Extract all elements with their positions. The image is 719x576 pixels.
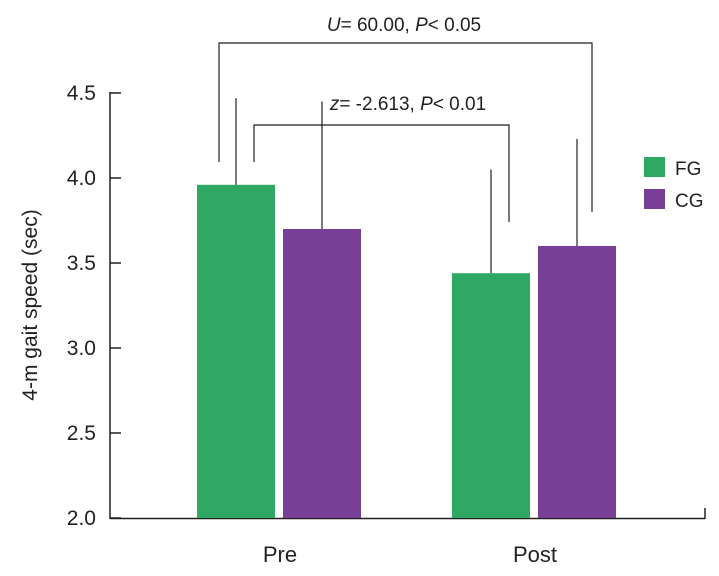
bracket-within-group [253,124,510,222]
y-tick-label: 4.5 [67,82,96,105]
legend-swatch-fg [644,157,665,177]
y-tick-label: 3.5 [67,252,96,275]
legend-swatch-cg [644,189,665,209]
legend-label-fg: FG [675,159,701,180]
y-tick-label: 3.0 [67,337,96,360]
annotation-between-group: U= 60.00, P< 0.05 [327,15,481,36]
bracket-between-group [218,42,593,212]
category-label-pre: Pre [263,542,297,567]
bar-cg-pre [283,229,361,518]
legend: FG CG [644,157,704,212]
bar-fg-pre [197,184,275,519]
legend-label-cg: CG [675,191,704,212]
y-tick-label: 2.5 [67,422,96,445]
bar-fg-post [452,273,530,518]
y-tick-label: 2.0 [67,507,96,530]
category-label-post: Post [513,542,557,567]
bar-cg-post [538,246,616,518]
y-tick-label: 4.0 [67,167,96,190]
y-axis-label: 4-m gait speed (sec) [19,209,42,400]
annotation-within-group: z= -2.613, P< 0.01 [329,94,486,115]
